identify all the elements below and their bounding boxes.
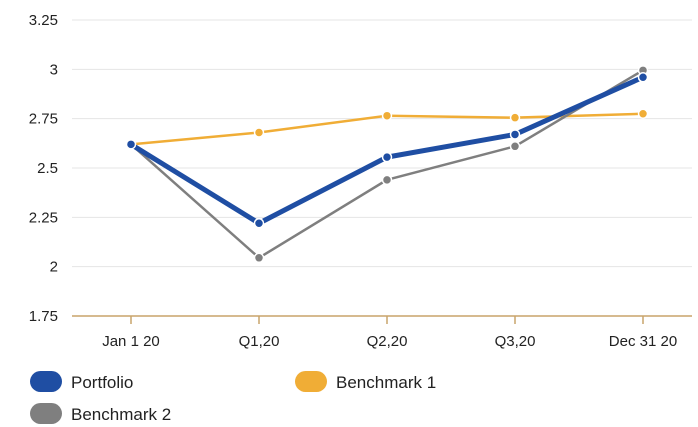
grid-lines (72, 19, 692, 268)
legend-swatch (295, 371, 327, 392)
y-tick-label: 2.5 (37, 160, 58, 177)
legend: Portfolio Benchmark 1 Benchmark 2 (30, 371, 436, 424)
series-line-benchmark-2 (129, 69, 645, 260)
x-tick-label: Dec 31 20 (609, 333, 677, 350)
y-tick-label: 2 (50, 259, 58, 276)
legend-swatch (30, 371, 62, 392)
y-tick-label: 1.75 (29, 308, 58, 325)
x-tick-label: Jan 1 20 (102, 333, 160, 350)
data-point-benchmark-2[interactable] (253, 252, 265, 264)
x-tick-label: Q3,20 (495, 333, 536, 350)
x-tick-label: Q2,20 (367, 333, 408, 350)
y-axis-tick-labels: 1.75 2 2.25 2.5 2.75 3 3.25 (29, 12, 58, 325)
legend-item-portfolio[interactable]: Portfolio (30, 371, 133, 392)
y-tick-label: 2.25 (29, 209, 58, 226)
series-line-portfolio (128, 74, 646, 226)
legend-label: Benchmark 1 (336, 373, 436, 392)
series-benchmark-2 (125, 65, 649, 264)
y-tick-label: 2.75 (29, 111, 58, 128)
legend-swatch (30, 403, 62, 424)
data-point-benchmark-2[interactable] (509, 141, 521, 152)
data-point-portfolio[interactable] (637, 71, 649, 83)
data-point-portfolio[interactable] (253, 218, 265, 229)
data-point-portfolio[interactable] (509, 129, 521, 140)
data-point-benchmark-1[interactable] (253, 127, 265, 138)
series-portfolio (125, 71, 649, 229)
legend-label: Portfolio (71, 373, 133, 392)
y-tick-label: 3 (50, 61, 58, 78)
data-point-portfolio[interactable] (125, 139, 137, 150)
legend-label: Benchmark 2 (71, 405, 171, 424)
data-point-benchmark-1[interactable] (637, 108, 649, 119)
data-point-portfolio[interactable] (381, 151, 393, 163)
data-point-benchmark-2[interactable] (381, 174, 393, 186)
legend-item-benchmark-2[interactable]: Benchmark 2 (30, 403, 171, 424)
series-lines (125, 65, 649, 264)
x-axis-tick-labels: Jan 1 20 Q1,20 Q2,20 Q3,20 Dec 31 20 (102, 333, 677, 350)
y-tick-label: 3.25 (29, 12, 58, 29)
x-tick-label: Q1,20 (239, 333, 280, 350)
data-point-benchmark-1[interactable] (509, 112, 521, 123)
data-point-benchmark-1[interactable] (381, 110, 393, 121)
x-axis (72, 315, 692, 324)
legend-item-benchmark-1[interactable]: Benchmark 1 (295, 371, 436, 392)
